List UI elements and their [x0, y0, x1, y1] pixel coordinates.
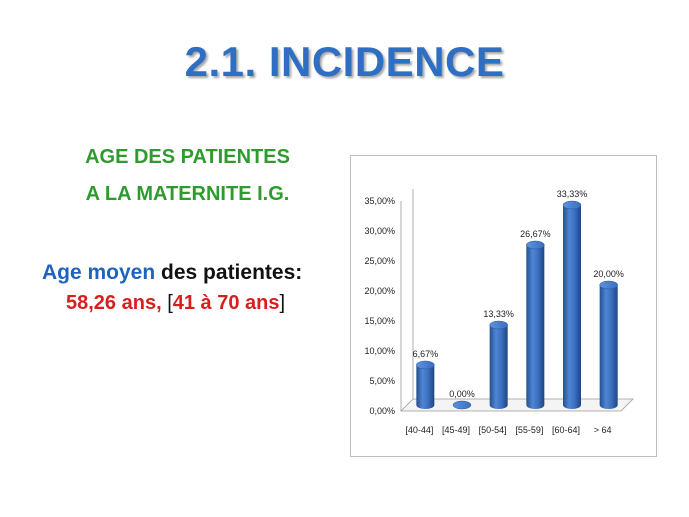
y-tick-label: 30,00%: [364, 226, 395, 236]
mean-age-values: 58,26 ans, [41 à 70 ans]: [66, 292, 285, 315]
data-label: 20,00%: [593, 269, 624, 279]
y-tick-label: 25,00%: [364, 256, 395, 266]
data-label: 0,00%: [449, 389, 475, 399]
bar-body: [599, 285, 618, 409]
y-tick-label: 10,00%: [364, 346, 395, 356]
bar-body: [489, 325, 508, 409]
x-tick-label: [40-44]: [405, 425, 433, 435]
data-label: 33,33%: [557, 189, 588, 199]
y-tick-label: 15,00%: [364, 316, 395, 326]
chart-subtitle-line-1: AGE DES PATIENTES: [85, 146, 290, 168]
bar-top: [489, 320, 508, 330]
x-tick-label: [60-64]: [552, 425, 580, 435]
bar-top: [562, 200, 582, 210]
data-label: 26,67%: [520, 229, 551, 239]
chart-floor: [400, 398, 634, 412]
slide-title: 2.1. INCIDENCE: [184, 38, 505, 85]
range-close-bracket: ]: [279, 292, 286, 314]
y-tick-label: 5,00%: [369, 376, 395, 386]
chart-svg: 0,00% 5,00% 10,00% 15,00% 20,00% 25,00% 30,00%…: [364, 189, 634, 435]
bar-4: [562, 200, 582, 409]
bar-top: [452, 400, 472, 410]
chart-subtitle-line-2: A LA MATERNITE I.G.: [85, 183, 290, 205]
bar-body: [563, 205, 581, 409]
x-tick-label: > 64: [594, 425, 612, 435]
age-distribution-chart: 0,00% 5,00% 10,00% 15,00% 20,00% 25,00% 30,00%…: [350, 155, 657, 457]
bar-top: [416, 360, 435, 370]
mean-age-suffix: des patientes:: [155, 261, 303, 284]
y-tick-label: 20,00%: [364, 286, 395, 296]
data-label: 6,67%: [413, 349, 439, 359]
x-tick-label: [55-59]: [515, 425, 543, 435]
chart-bars: [416, 200, 618, 410]
bar-2: [489, 320, 508, 409]
bar-body: [526, 244, 545, 409]
bar-1: [452, 400, 472, 410]
bar-top: [526, 240, 545, 250]
mean-age-keyword: Age moyen: [42, 261, 156, 284]
mean-age-value: 58,26 ans,: [66, 292, 162, 314]
bar-3: [526, 240, 545, 409]
bar-top: [599, 280, 618, 290]
bar-5: [599, 280, 618, 409]
bar-0: [416, 360, 435, 409]
bar-body: [416, 364, 435, 409]
y-tick-label: 0,00%: [369, 406, 395, 416]
age-range-value: 41 à 70 ans: [172, 292, 280, 314]
mean-age-label: Age moyen des patientes:: [42, 261, 302, 285]
x-tick-label: [50-54]: [479, 425, 507, 435]
chart-labels: 6,67% [40-44] 0,00% [45-49] 13,33% [50-54] 26,…: [405, 189, 624, 435]
y-tick-label: 35,00%: [364, 196, 395, 206]
range-open-bracket: [: [167, 292, 173, 314]
data-label: 13,33%: [483, 309, 514, 319]
x-tick-label: [45-49]: [442, 425, 470, 435]
